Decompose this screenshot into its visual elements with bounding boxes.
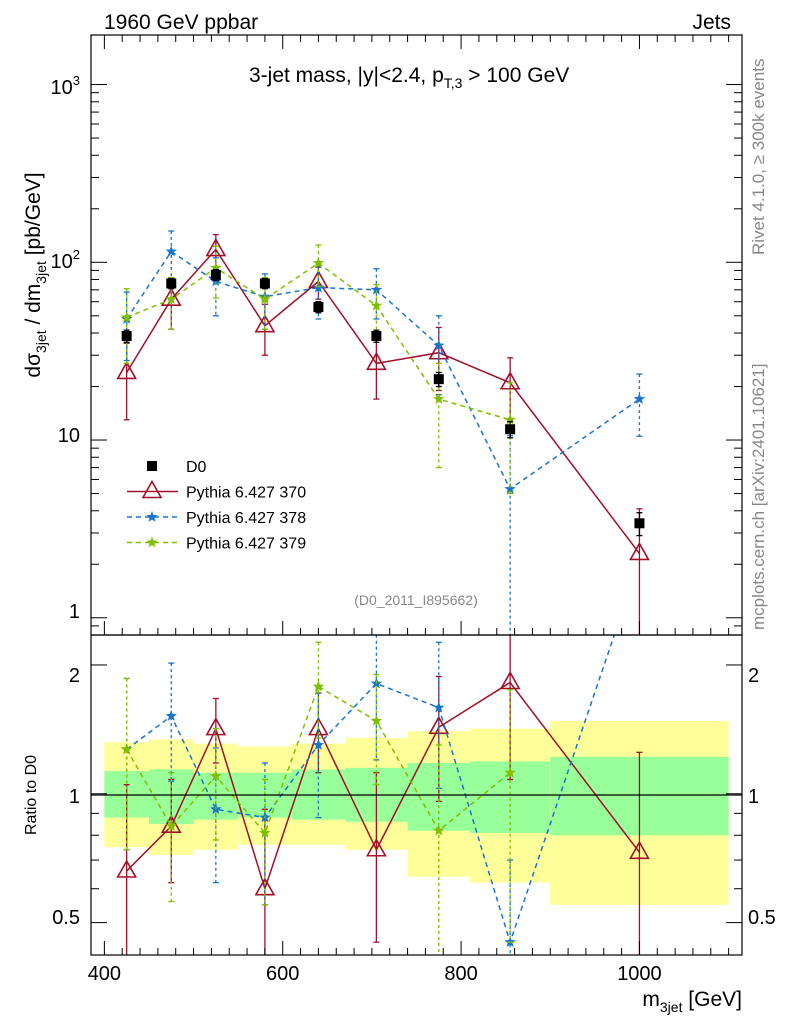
data-point-pythia-6-427-379-4	[312, 257, 325, 268]
x-tick-label-1000: 1000	[617, 963, 662, 985]
data-point-pythia-6-427-379-7	[504, 413, 516, 425]
header-left: 1960 GeV ppbar	[104, 11, 258, 34]
data-point-d0-6	[433, 374, 444, 385]
series-line-pythia-6-427-379	[126, 262, 511, 421]
ratio-point-pythia-6-427-370-5	[366, 838, 387, 857]
ratio-uncertainty-bands	[104, 720, 729, 905]
data-point-pythia-6-427-379-6	[433, 393, 445, 404]
x-axis-label: m3jet [GeV]	[642, 988, 742, 1015]
data-point-pythia-6-427-378-8	[633, 393, 646, 404]
data-point-d0-1	[166, 278, 177, 289]
data-point-pythia-6-427-379-2	[210, 261, 222, 273]
ratio-point-pythia-6-427-370-1	[160, 814, 182, 833]
ratio-series-pythia-6-427-379	[121, 641, 516, 955]
analysis-id-label: (D0_2011_I895662)	[354, 592, 478, 608]
y-tick-label-1000: 103	[51, 73, 80, 99]
legend-marker-d0	[147, 461, 157, 471]
legend-marker-pythia-6-427-378	[146, 511, 158, 522]
legend-item-d0: D0	[147, 459, 207, 476]
data-point-pythia-6-427-370-0	[116, 360, 138, 380]
data-point-pythia-6-427-378-7	[504, 483, 516, 494]
x-tick-label-600: 600	[266, 963, 299, 985]
ratio-point-pythia-6-427-379-7	[504, 766, 516, 778]
legend-label-pythia-6-427-370: Pythia 6.427 370	[186, 485, 306, 502]
data-point-d0-8	[634, 518, 645, 529]
ratio-point-pythia-6-427-379-2	[210, 770, 222, 781]
legend-item-pythia-6-427-379: Pythia 6.427 379	[127, 536, 306, 553]
data-point-pythia-6-427-378-1	[165, 245, 177, 257]
series-d0	[121, 268, 645, 537]
x-tick-label-800: 800	[444, 963, 477, 985]
data-point-pythia-6-427-370-8	[629, 541, 650, 561]
series-line-pythia-6-427-378	[126, 250, 640, 491]
legend-label-d0: D0	[186, 459, 207, 476]
legend-marker-pythia-6-427-379	[146, 536, 158, 548]
ratio-point-pythia-6-427-379-5	[370, 714, 383, 726]
chart-title: 3-jet mass, |y|<2.4, pT,3 > 100 GeV	[249, 64, 569, 91]
legend-label-pythia-6-427-379: Pythia 6.427 379	[186, 536, 306, 553]
y-tick-label-10: 10	[58, 425, 80, 447]
legend: D0 Pythia 6.427 370 Pythia 6.427 378 Pythia…	[127, 459, 306, 553]
ratio-point-pythia-6-427-379-3	[259, 826, 271, 838]
ratio-point-pythia-6-427-370-0	[116, 859, 138, 878]
ratio-plot-area	[116, 635, 650, 955]
ratio-point-pythia-6-427-379-4	[312, 680, 325, 692]
legend-marker-pythia-6-427-370	[141, 479, 163, 499]
axis-ticks	[91, 35, 742, 955]
main-plot-area	[116, 230, 650, 635]
data-point-pythia-6-427-378-5	[370, 283, 383, 295]
mcplots-label: mcplots.cern.ch [arXiv:2401.10621]	[749, 364, 768, 630]
ratio-point-pythia-6-427-370-7	[499, 670, 521, 690]
data-point-pythia-6-427-370-2	[205, 237, 227, 257]
ratio-point-pythia-6-427-379-6	[433, 824, 445, 836]
x-tick-label-400: 400	[88, 963, 121, 985]
ratio-point-pythia-6-427-378-6	[433, 701, 445, 713]
ratio-tick-label-0.5: 0.5	[52, 907, 80, 929]
data-point-pythia-6-427-370-5	[366, 351, 387, 371]
rivet-version-label: Rivet 4.1.0, ≥ 300k events	[749, 59, 768, 255]
data-point-pythia-6-427-379-5	[370, 299, 383, 311]
ratio-point-pythia-6-427-379-1	[165, 820, 177, 831]
data-point-pythia-6-427-370-3	[254, 314, 276, 333]
ratio-point-pythia-6-427-378-4	[312, 739, 325, 750]
data-point-d0-0	[121, 330, 132, 341]
ratio-tick-label-1: 1	[69, 786, 80, 808]
data-point-d0-3	[259, 278, 270, 289]
y-tick-label-100: 102	[51, 247, 80, 273]
data-point-pythia-6-427-379-1	[165, 293, 177, 304]
header-right: Jets	[692, 11, 731, 34]
ratio-tick-label-right-2: 2	[748, 665, 759, 687]
ratio-y-axis-label: Ratio to D0	[23, 755, 40, 835]
ratio-plot-frame	[90, 634, 743, 956]
y-tick-label-1: 1	[69, 601, 80, 623]
ratio-point-pythia-6-427-370-2	[205, 716, 227, 736]
y-axis-label: dσ3jet / dm3jet [pb/GeV]	[22, 172, 49, 377]
ratio-line-pythia-6-427-379	[126, 685, 511, 835]
series-pythia-6-427-379	[121, 244, 516, 495]
data-point-d0-2	[210, 269, 221, 280]
data-point-pythia-6-427-379-0	[121, 311, 133, 323]
legend-item-pythia-6-427-370: Pythia 6.427 370	[127, 479, 306, 502]
data-point-d0-4	[313, 302, 324, 313]
data-point-pythia-6-427-370-1	[160, 287, 182, 306]
data-point-d0-5	[371, 330, 382, 341]
x-tick-labels: 400 600 800 1000	[88, 963, 662, 985]
legend-label-pythia-6-427-378: Pythia 6.427 378	[186, 510, 306, 527]
ratio-tick-label-right-0.5: 0.5	[748, 907, 776, 929]
ratio-point-pythia-6-427-378-1	[165, 710, 177, 721]
legend-item-pythia-6-427-378: Pythia 6.427 378	[127, 510, 306, 527]
ratio-point-pythia-6-427-379-0	[121, 743, 133, 755]
ratio-point-pythia-6-427-370-8	[629, 840, 650, 860]
data-point-d0-7	[505, 424, 516, 435]
ratio-tick-label-right-1: 1	[748, 786, 759, 808]
data-point-pythia-6-427-378-6	[433, 339, 445, 351]
data-point-pythia-6-427-379-3	[259, 293, 271, 304]
ratio-tick-label-2: 2	[69, 665, 80, 687]
